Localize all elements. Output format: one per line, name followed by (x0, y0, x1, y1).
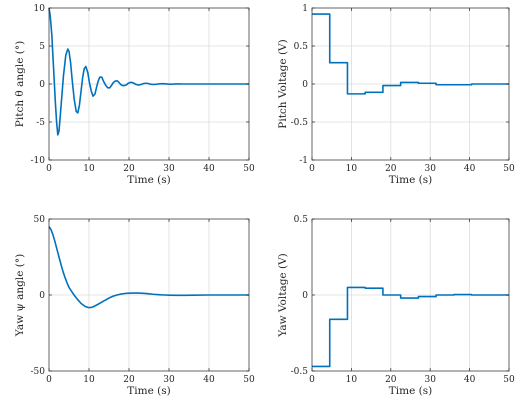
x-tick-label: 30 (424, 375, 436, 385)
x-tick-label: 50 (503, 164, 515, 174)
y-tick-label: -5 (36, 118, 45, 128)
y-tick-label: 0 (302, 291, 308, 301)
x-tick-label: 0 (46, 375, 52, 385)
y-tick-label: 50 (34, 215, 46, 225)
y-tick-label: 1 (302, 4, 308, 14)
chart-pitch-voltage: 0 10 20 30 40 50 -1 -0.5 0 0.5 1 Time (s) Pitch Volt… (277, 4, 515, 186)
y-tick-label: 0 (39, 80, 45, 90)
x-tick-label: 20 (123, 375, 135, 385)
y-tick-label: 5 (39, 42, 45, 52)
y-tick-label: 10 (34, 4, 46, 14)
x-tick-label: 50 (503, 375, 515, 385)
x-tick-label: 10 (346, 375, 358, 385)
y-tick-label: -50 (31, 367, 46, 377)
x-axis-label: Time (s) (389, 385, 432, 397)
y-tick-label: 0 (302, 80, 308, 90)
x-tick-label: 30 (424, 164, 436, 174)
x-tick-label: 20 (385, 164, 397, 174)
x-axis-label: Time (s) (389, 174, 432, 186)
y-axis-label: Pitch Voltage (V) (277, 39, 289, 128)
series-line (312, 286, 509, 368)
series-line (312, 13, 509, 95)
y-axis-label: Yaw ψ angle (°) (14, 254, 26, 337)
y-tick-label: -10 (31, 156, 46, 166)
x-tick-label: 30 (163, 375, 175, 385)
x-tick-label: 20 (123, 164, 135, 174)
y-axis-label: Pitch θ angle (°) (14, 41, 26, 127)
x-tick-label: 0 (309, 164, 315, 174)
chart-pitch-angle: 0 10 20 30 40 50 -10 -5 0 5 10 Time (s) Pitch θ angl… (14, 4, 255, 186)
series-line (48, 7, 249, 136)
y-tick-label: 0.5 (294, 215, 309, 225)
x-tick-label: 10 (83, 375, 95, 385)
x-tick-label: 0 (309, 375, 315, 385)
x-axis-label: Time (s) (127, 174, 170, 186)
x-tick-label: 40 (203, 375, 215, 385)
series-line (48, 226, 249, 309)
x-tick-label: 40 (464, 375, 476, 385)
x-tick-label: 10 (83, 164, 95, 174)
x-tick-label: 10 (346, 164, 358, 174)
x-tick-label: 50 (243, 375, 255, 385)
y-tick-label: -1 (299, 156, 308, 166)
x-tick-label: 40 (464, 164, 476, 174)
x-tick-label: 0 (46, 164, 52, 174)
y-tick-label: -0.5 (291, 367, 309, 377)
y-tick-label: -0.5 (291, 118, 309, 128)
x-tick-label: 20 (385, 375, 397, 385)
y-axis-label: Yaw Voltage (V) (277, 253, 289, 338)
x-tick-label: 30 (163, 164, 175, 174)
x-tick-label: 50 (243, 164, 255, 174)
y-tick-label: 0 (39, 291, 45, 301)
x-tick-label: 40 (203, 164, 215, 174)
y-tick-label: 0.5 (294, 42, 309, 52)
x-axis-label: Time (s) (127, 385, 170, 397)
